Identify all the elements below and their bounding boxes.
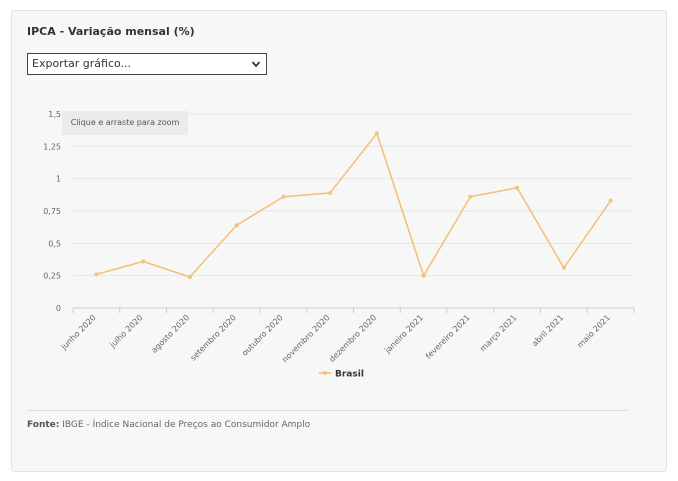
x-tick-label: julho 2020 [107,313,144,350]
y-tick-label: 1 [56,175,61,184]
data-point[interactable] [374,131,379,136]
x-tick-label: fevereiro 2021 [424,313,472,361]
data-point[interactable] [328,190,333,195]
x-tick-label: outubro 2020 [240,313,285,358]
export-select-value: Exportar gráfico... [32,57,132,70]
legend-swatch-marker [323,371,327,375]
legend[interactable]: Brasil [319,370,364,380]
data-point[interactable] [141,259,146,264]
x-tick-label: junho 2020 [59,313,98,352]
data-point[interactable] [561,265,566,270]
x-tick-label: janeiro 2021 [382,313,425,356]
data-point[interactable] [421,273,426,278]
x-axis: junho 2020 julho 2020 agosto 2020setembro … [59,307,635,364]
y-tick-label: 0 [56,304,61,313]
source-note: Fonte: IBGE - Índice Nacional de Preços … [27,420,310,430]
x-tick-label: abril 2021 [530,313,565,348]
y-tick-label: 0,75 [43,207,61,216]
data-point[interactable] [468,194,473,199]
data-point[interactable] [281,194,286,199]
x-tick-label: março 2021 [478,313,518,353]
x-tick-label: agosto 2020 [150,313,192,355]
x-tick-label: maio 2021 [575,313,612,350]
y-tick-label: 0,25 [43,272,61,281]
x-tick-label: setembro 2020 [189,313,238,362]
chevron-down-icon [251,61,261,68]
data-point[interactable] [187,274,192,279]
footer-divider [27,410,628,411]
export-chart-select[interactable]: Exportar gráfico... [27,53,267,75]
series-brasil[interactable] [94,131,613,279]
zoom-hint: Clique e arraste para zoom [62,111,188,135]
y-axis-ticks: 0 0,25 0,5 0,75 1 1,25 1,5 [43,110,61,313]
y-tick-label: 0,5 [48,239,61,248]
x-tick-label: dezembro 2020 [327,313,378,364]
gridlines [73,113,634,309]
data-point[interactable] [94,272,99,277]
chart-card [11,10,667,472]
y-tick-label: 1,5 [48,110,61,119]
data-point[interactable] [608,198,613,203]
source-text: IBGE - Índice Nacional de Preços ao Cons… [62,420,311,430]
x-tick-label: novembro 2020 [280,313,331,364]
legend-label[interactable]: Brasil [335,370,364,380]
data-point[interactable] [234,223,239,228]
series-line[interactable] [96,132,612,278]
chart-title: IPCA - Variação mensal (%) [27,25,195,38]
source-label: Fonte: [27,420,60,430]
data-point[interactable] [515,185,520,190]
y-tick-label: 1,25 [43,142,61,151]
